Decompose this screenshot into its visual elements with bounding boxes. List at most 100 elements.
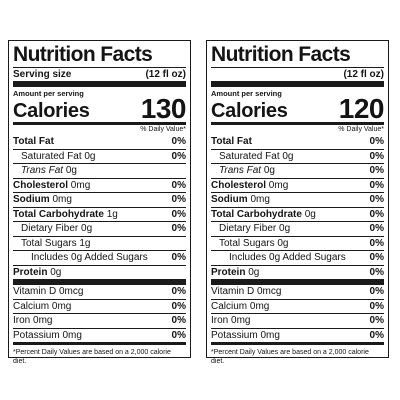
- nutrient-row-added-sugars: Includes 0g Added Sugars 0%: [211, 250, 384, 265]
- nutrient-row-dietary-fiber: Dietary Fiber 0g 0%: [13, 221, 186, 236]
- daily-value-header: % Daily Value*: [13, 125, 186, 135]
- nutrient-row-protein: Protein 0g 0%: [211, 265, 384, 280]
- serving-size: (12 fl oz): [343, 68, 384, 81]
- vitamin-dv: 0%: [172, 301, 186, 312]
- nutrient-amount: 1g: [79, 238, 90, 249]
- nutrient-label: Saturated Fat: [219, 151, 280, 162]
- nutrient-label: Saturated Fat: [21, 151, 82, 162]
- nutrient-dv: 0%: [172, 136, 186, 147]
- calories-label: Calories: [13, 100, 90, 122]
- nutrient-dv: 0%: [370, 136, 384, 147]
- nutrient-row-total-carbohydrate: Total Carbohydrate 0g 0%: [211, 207, 384, 222]
- footnote: *Percent Daily Values are based on a 2,0…: [211, 345, 384, 366]
- nutrient-row-cholesterol: Cholesterol 0mg 0%: [211, 178, 384, 193]
- nutrient-row-trans-fat: Trans Fat 0g 0%: [211, 163, 384, 178]
- nutrient-row-total-sugars: Total Sugars 1g: [13, 236, 186, 251]
- nutrient-row-cholesterol: Cholesterol 0mg 0%: [13, 178, 186, 193]
- calories-value: 120: [339, 96, 384, 122]
- nutrient-dv: 0%: [370, 223, 384, 234]
- nutrient-label: Total Sugars: [219, 238, 275, 249]
- nutrient-row-added-sugars: Includes 0g Added Sugars 0%: [13, 250, 186, 265]
- vitamin-row-potassium: Potassium 0mg 0%: [211, 328, 384, 343]
- nutrient-amount: 0g: [248, 267, 259, 278]
- nutrient-label: Total Carbohydrate: [13, 209, 104, 220]
- nutrient-row-protein: Protein 0g: [13, 265, 186, 280]
- nutrient-label: Total Sugars: [21, 238, 77, 249]
- vitamin-row-calcium: Calcium 0mg 0%: [211, 299, 384, 314]
- daily-value-header: % Daily Value*: [211, 125, 384, 135]
- nutrient-dv: 0%: [370, 180, 384, 191]
- vitamin-amount: 0mg: [231, 315, 250, 326]
- serving-row: Serving size (12 fl oz): [13, 68, 186, 81]
- nutrient-amount: 1g: [107, 209, 118, 220]
- nutrient-label: Sodium: [211, 194, 248, 205]
- nutrient-amount: 0g: [282, 151, 293, 162]
- nutrient-label: Dietary Fiber: [21, 223, 78, 234]
- nutrient-row-saturated-fat: Saturated Fat 0g 0%: [211, 149, 384, 164]
- nutrient-amount: 0mg: [71, 180, 90, 191]
- vitamin-amount: 0mg: [52, 301, 71, 312]
- nutrient-label: Trans Fat: [21, 165, 63, 176]
- vitamin-dv: 0%: [172, 286, 186, 297]
- nutrition-label-left: Nutrition Facts Serving size (12 fl oz) …: [8, 40, 191, 358]
- vitamin-dv: 0%: [370, 330, 384, 341]
- vitamin-label: Calcium: [211, 301, 247, 312]
- vitamin-amount: 0mg: [250, 301, 269, 312]
- nutrition-label-right: Nutrition Facts (12 fl oz) Amount per se…: [206, 40, 389, 358]
- nutrient-dv: 0%: [172, 180, 186, 191]
- nutrient-amount: 0mg: [250, 194, 269, 205]
- nutrient-amount: 0g: [66, 165, 77, 176]
- calories-value: 130: [141, 96, 186, 122]
- vitamin-dv: 0%: [370, 286, 384, 297]
- nutrient-label: Includes 0g Added Sugars: [13, 252, 148, 263]
- vitamin-row-vitamin-d: Vitamin D 0mcg 0%: [13, 285, 186, 299]
- nutrient-label: Dietary Fiber: [219, 223, 276, 234]
- nutrient-dv: 0%: [172, 209, 186, 220]
- nutrient-dv: 0%: [172, 223, 186, 234]
- vitamin-label: Potassium: [13, 330, 60, 341]
- nutrient-row-saturated-fat: Saturated Fat 0g 0%: [13, 149, 186, 164]
- serving-row: (12 fl oz): [211, 68, 384, 81]
- serving-label: Serving size: [13, 68, 71, 81]
- nutrient-row-total-fat: Total Fat 0%: [211, 135, 384, 149]
- nutrient-dv: 0%: [172, 252, 186, 263]
- vitamin-label: Iron: [211, 315, 228, 326]
- vitamin-dv: 0%: [370, 315, 384, 326]
- calories-label: Calories: [211, 100, 288, 122]
- nutrient-amount: 0mg: [52, 194, 71, 205]
- vitamin-row-iron: Iron 0mg 0%: [13, 313, 186, 328]
- nutrient-amount: 0g: [277, 238, 288, 249]
- vitamin-dv: 0%: [370, 301, 384, 312]
- nutrient-label: Total Carbohydrate: [211, 209, 302, 220]
- serving-size: (12 fl oz): [145, 68, 186, 81]
- nutrient-dv: 0%: [370, 165, 384, 176]
- calories-row: Calories 130: [13, 98, 186, 122]
- vitamin-amount: 0mg: [33, 315, 52, 326]
- vitamin-row-iron: Iron 0mg 0%: [211, 313, 384, 328]
- nutrient-row-sodium: Sodium 0mg 0%: [211, 192, 384, 207]
- nutrient-row-total-fat: Total Fat 0%: [13, 135, 186, 149]
- nutrient-amount: 0g: [264, 165, 275, 176]
- vitamin-label: Calcium: [13, 301, 49, 312]
- vitamin-label: Iron: [13, 315, 30, 326]
- nutrient-amount: 0g: [50, 267, 61, 278]
- nutrient-dv: 0%: [172, 194, 186, 205]
- vitamin-row-calcium: Calcium 0mg 0%: [13, 299, 186, 314]
- vitamin-label: Vitamin D: [211, 286, 254, 297]
- nutrient-dv: 0%: [370, 209, 384, 220]
- nutrient-label: Protein: [13, 267, 47, 278]
- nutrient-dv: 0%: [370, 151, 384, 162]
- nutrient-row-trans-fat: Trans Fat 0g: [13, 163, 186, 178]
- nutrient-dv: 0%: [370, 194, 384, 205]
- vitamin-label: Potassium: [211, 330, 258, 341]
- nutrient-amount: 0mg: [269, 180, 288, 191]
- nutrient-amount: 0g: [305, 209, 316, 220]
- nutrient-label: Trans Fat: [219, 165, 261, 176]
- label-title: Nutrition Facts: [13, 43, 186, 67]
- nutrient-label: Sodium: [13, 194, 50, 205]
- nutrient-label: Total Fat: [13, 136, 54, 147]
- nutrient-label: Protein: [211, 267, 245, 278]
- nutrient-amount: 0g: [279, 223, 290, 234]
- vitamin-label: Vitamin D: [13, 286, 56, 297]
- vitamin-dv: 0%: [172, 330, 186, 341]
